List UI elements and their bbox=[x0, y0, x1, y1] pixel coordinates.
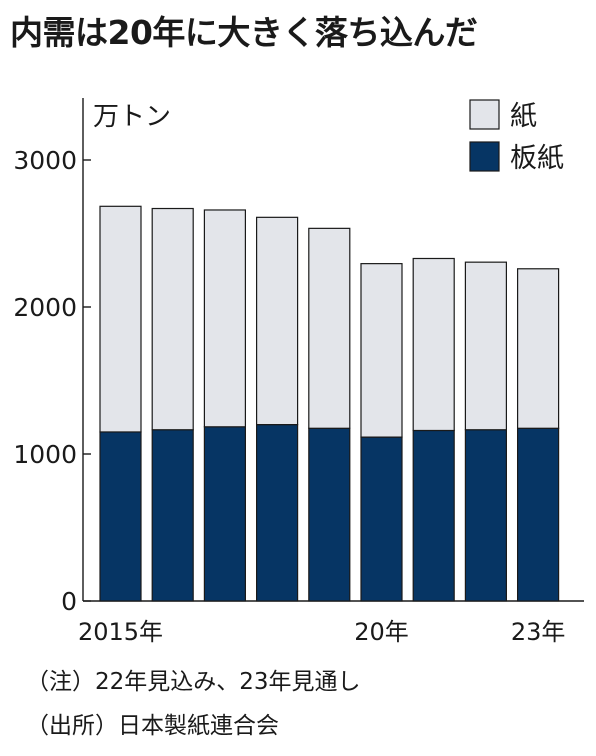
stacked-bar-chart: 0 1000 2000 3000 万トン 2015年 20年 23年 紙板紙 bbox=[13, 98, 584, 646]
y-axis-label: 万トン bbox=[93, 102, 171, 132]
bar-segment bbox=[516, 427, 560, 602]
bar-segment bbox=[99, 431, 142, 602]
bar-segment bbox=[464, 429, 507, 602]
y-tick-label: 2000 bbox=[13, 293, 77, 322]
legend-label: 板紙 bbox=[510, 143, 564, 174]
bar-segment bbox=[516, 268, 560, 429]
chart-title: 内需は20年に大きく落ち込んだ bbox=[10, 13, 478, 52]
bar-segment bbox=[464, 261, 507, 431]
bar-segment bbox=[256, 216, 299, 426]
x-tick-label: 20年 bbox=[354, 618, 409, 646]
chart-source: （出所）日本製紙連合会 bbox=[26, 713, 279, 739]
y-tick-label: 3000 bbox=[13, 146, 77, 175]
y-tick-label: 1000 bbox=[13, 440, 77, 469]
bar-segment bbox=[308, 227, 351, 429]
bar-segment bbox=[360, 436, 403, 602]
legend-label: 紙 bbox=[510, 101, 537, 132]
bar-segment bbox=[256, 424, 299, 602]
bar-segment bbox=[412, 429, 455, 602]
bar-segment bbox=[412, 257, 455, 432]
x-tick-label: 2015年 bbox=[78, 618, 163, 646]
bar-segment bbox=[151, 207, 194, 431]
chart-legend: 紙板紙 bbox=[469, 99, 564, 174]
x-tick-label: 23年 bbox=[511, 618, 566, 646]
x-axis-labels: 2015年 20年 23年 bbox=[78, 618, 565, 646]
legend-swatch bbox=[469, 99, 500, 130]
bar-segment bbox=[99, 205, 142, 433]
y-tick-label: 0 bbox=[61, 587, 77, 616]
chart-note: （注）22年見込み、23年見通し bbox=[26, 669, 361, 695]
bar-segment bbox=[203, 209, 246, 428]
chart-bars bbox=[99, 205, 560, 602]
bar-segment bbox=[151, 429, 194, 602]
bar-segment bbox=[308, 427, 351, 602]
bar-segment bbox=[360, 263, 403, 438]
legend-swatch bbox=[469, 141, 500, 172]
bar-segment bbox=[203, 426, 246, 602]
